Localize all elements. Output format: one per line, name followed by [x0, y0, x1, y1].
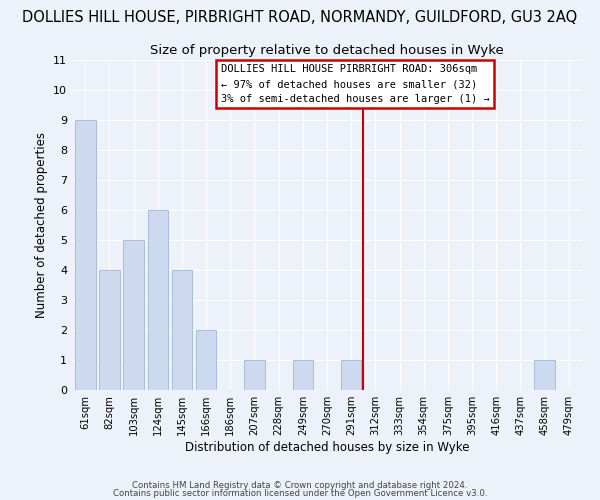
- Bar: [172, 270, 192, 390]
- X-axis label: Distribution of detached houses by size in Wyke: Distribution of detached houses by size …: [185, 441, 469, 454]
- Text: Contains public sector information licensed under the Open Government Licence v3: Contains public sector information licen…: [113, 488, 487, 498]
- Text: DOLLIES HILL HOUSE, PIRBRIGHT ROAD, NORMANDY, GUILDFORD, GU3 2AQ: DOLLIES HILL HOUSE, PIRBRIGHT ROAD, NORM…: [22, 10, 578, 25]
- Text: Contains HM Land Registry data © Crown copyright and database right 2024.: Contains HM Land Registry data © Crown c…: [132, 481, 468, 490]
- Title: Size of property relative to detached houses in Wyke: Size of property relative to detached ho…: [150, 44, 504, 58]
- Y-axis label: Number of detached properties: Number of detached properties: [35, 132, 47, 318]
- Text: DOLLIES HILL HOUSE PIRBRIGHT ROAD: 306sqm
← 97% of detached houses are smaller (: DOLLIES HILL HOUSE PIRBRIGHT ROAD: 306sq…: [221, 64, 490, 104]
- Bar: [196, 330, 217, 390]
- Bar: [244, 360, 265, 390]
- Bar: [148, 210, 168, 390]
- Bar: [124, 240, 144, 390]
- Bar: [341, 360, 361, 390]
- Bar: [99, 270, 120, 390]
- Bar: [534, 360, 555, 390]
- Bar: [293, 360, 313, 390]
- Bar: [75, 120, 95, 390]
